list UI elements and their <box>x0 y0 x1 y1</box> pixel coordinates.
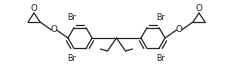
Text: Br: Br <box>157 13 165 22</box>
Text: Br: Br <box>68 54 76 63</box>
Text: Br: Br <box>157 54 165 63</box>
Text: O: O <box>175 26 182 35</box>
Text: O: O <box>195 4 202 13</box>
Text: Br: Br <box>68 13 76 22</box>
Text: O: O <box>51 26 58 35</box>
Text: O: O <box>31 4 38 13</box>
